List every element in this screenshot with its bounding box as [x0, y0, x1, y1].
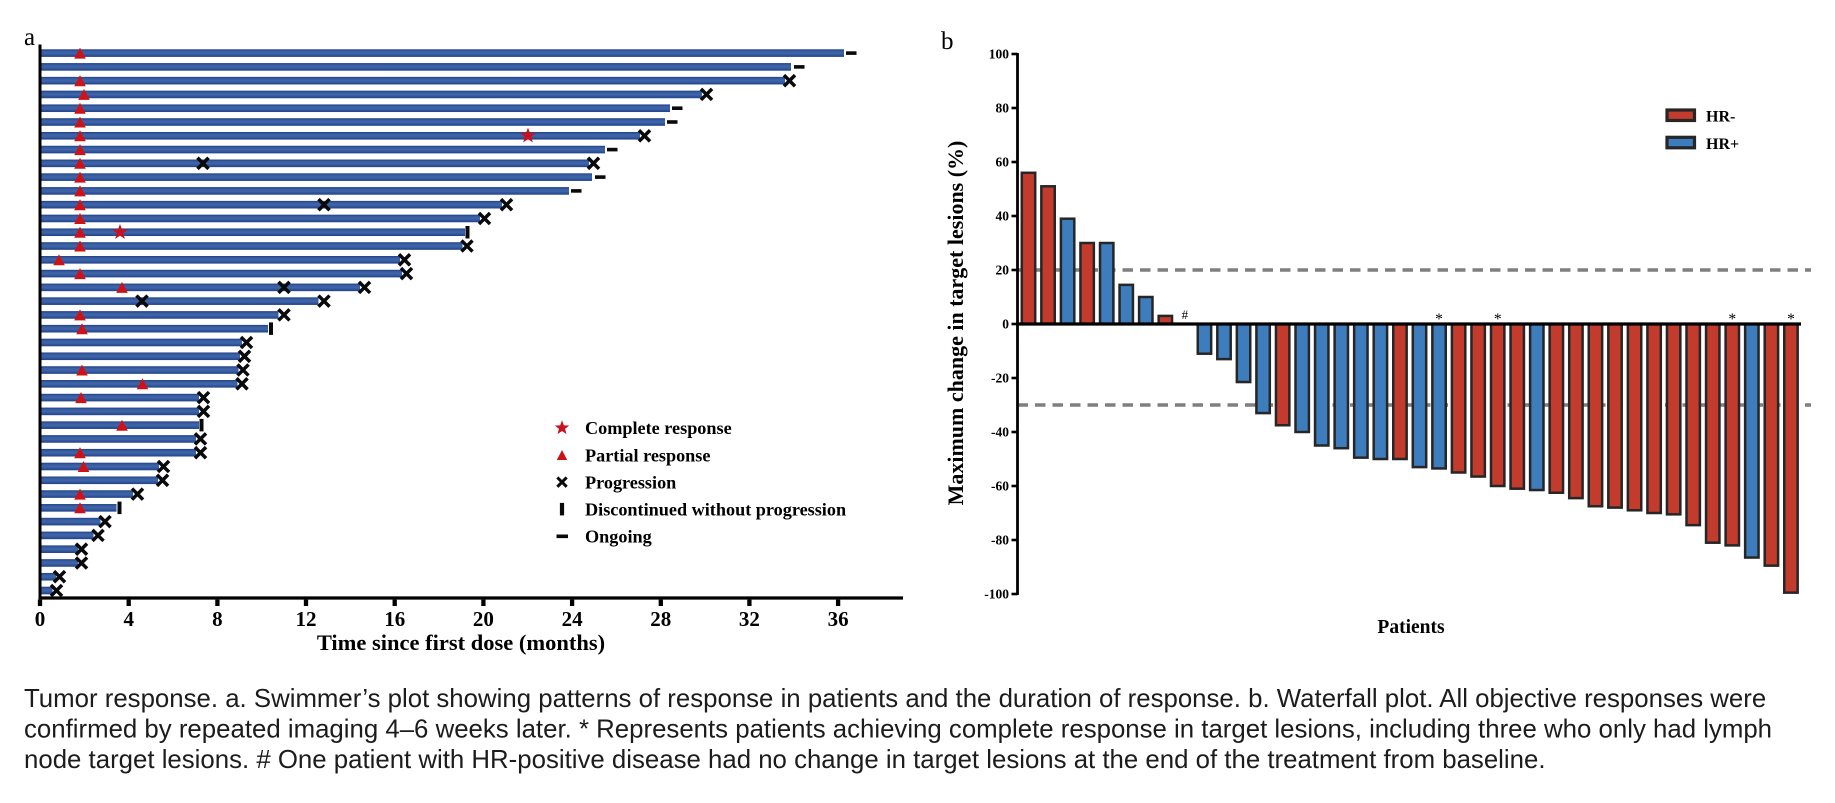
- svg-text:4: 4: [123, 607, 134, 631]
- svg-text:a: a: [24, 24, 35, 51]
- svg-text:-20: -20: [991, 371, 1009, 386]
- svg-text:node target lesions. # One pat: node target lesions. # One patient with …: [24, 746, 1546, 774]
- svg-text:0: 0: [35, 607, 46, 631]
- svg-text:80: 80: [996, 101, 1010, 116]
- svg-text:Time since first dose (months): Time since first dose (months): [317, 630, 605, 655]
- svg-text:confirmed by repeated imaging: confirmed by repeated imaging 4–6 weeks …: [24, 716, 1772, 744]
- svg-text:8: 8: [212, 607, 223, 631]
- svg-text:20: 20: [473, 607, 494, 631]
- svg-text:HR-: HR-: [1706, 109, 1735, 126]
- svg-text:32: 32: [739, 607, 760, 631]
- svg-text:-80: -80: [991, 533, 1009, 548]
- svg-text:0: 0: [1002, 317, 1009, 332]
- svg-text:-60: -60: [991, 479, 1009, 494]
- svg-text:*: *: [1494, 311, 1502, 328]
- svg-text:HR+: HR+: [1706, 136, 1739, 153]
- svg-text:*: *: [1728, 311, 1736, 328]
- svg-text:*: *: [1787, 311, 1795, 328]
- svg-text:24: 24: [562, 607, 584, 631]
- svg-text:*: *: [1435, 311, 1443, 328]
- svg-text:12: 12: [296, 607, 317, 631]
- svg-text:Partial response: Partial response: [585, 445, 710, 465]
- svg-text:36: 36: [828, 607, 849, 631]
- svg-text:100: 100: [989, 47, 1010, 62]
- svg-text:-40: -40: [991, 425, 1009, 440]
- svg-text:Ongoing: Ongoing: [585, 527, 652, 547]
- svg-text:Patients: Patients: [1377, 617, 1445, 638]
- svg-text:28: 28: [650, 607, 671, 631]
- svg-text:16: 16: [384, 607, 405, 631]
- svg-text:#: #: [1182, 307, 1189, 322]
- svg-text:60: 60: [996, 155, 1010, 170]
- svg-text:Complete response: Complete response: [585, 418, 732, 438]
- svg-text:Discontinued without progressi: Discontinued without progression: [585, 500, 846, 520]
- svg-text:b: b: [941, 28, 954, 55]
- svg-text:Tumor response. a. Swimmer’s p: Tumor response. a. Swimmer’s plot showin…: [24, 685, 1766, 713]
- svg-text:40: 40: [996, 209, 1010, 224]
- svg-text:20: 20: [996, 263, 1010, 278]
- svg-text:-100: -100: [984, 587, 1009, 602]
- svg-text:Maximum change in target lesio: Maximum change in target lesions (%): [943, 141, 968, 506]
- svg-text:Progression: Progression: [585, 472, 676, 492]
